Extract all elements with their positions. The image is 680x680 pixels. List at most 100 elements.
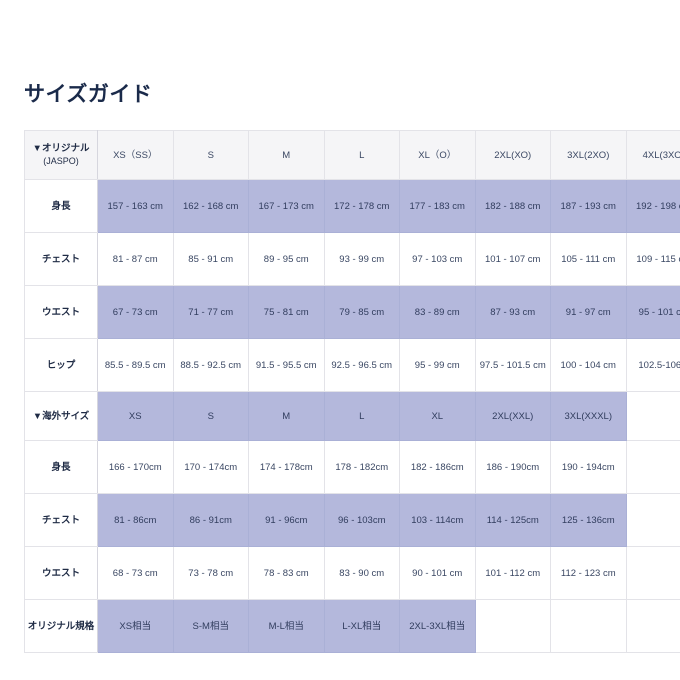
section-label-overseas: ▼海外サイズ: [24, 391, 98, 441]
cell-chest-3xl: 105 - 111 cm: [550, 232, 627, 286]
cell-overseas-height-3xl: 190 - 194cm: [550, 440, 627, 494]
table-row: 身長 166 - 170cm 170 - 174cm 174 - 178cm 1…: [24, 440, 680, 494]
table-row: チェスト 81 - 87 cm 85 - 91 cm 89 - 95 cm 93…: [24, 232, 680, 286]
header-label-original: ▼オリジナル (JASPO): [24, 130, 98, 180]
overseas-header-xl: XL: [399, 391, 476, 441]
table-row: ウエスト 68 - 73 cm 73 - 78 cm 78 - 83 cm 83…: [24, 546, 680, 600]
cell-height-2xl: 182 - 188 cm: [474, 179, 551, 233]
cell-overseas-chest-3xl: 125 - 136cm: [550, 493, 627, 547]
cell-overseas-waist-l: 83 - 90 cm: [323, 546, 400, 600]
cell-hip-4xl: 102.5-106.5: [625, 338, 680, 392]
cell-waist-xs: 67 - 73 cm: [97, 285, 174, 339]
row-label-original-standard: オリジナル規格: [24, 599, 98, 653]
cell-chest-2xl: 101 - 107 cm: [474, 232, 551, 286]
cell-overseas-chest-xl: 103 - 114cm: [399, 493, 476, 547]
column-header-4xl: 4XL(3XO): [625, 130, 680, 180]
cell-height-xl: 177 - 183 cm: [399, 179, 476, 233]
cell-chest-4xl: 109 - 115 cm: [625, 232, 680, 286]
cell-overseas-waist-3xl: 112 - 123 cm: [550, 546, 627, 600]
row-label-waist-overseas: ウエスト: [24, 546, 98, 600]
overseas-header-s: S: [172, 391, 249, 441]
cell-overseas-chest-xs: 81 - 86cm: [97, 493, 174, 547]
cell-equiv-l: L-XL相当: [323, 599, 400, 653]
cell-overseas-waist-blank: [625, 546, 680, 600]
cell-waist-3xl: 91 - 97 cm: [550, 285, 627, 339]
cell-overseas-waist-xl: 90 - 101 cm: [399, 546, 476, 600]
cell-overseas-waist-m: 78 - 83 cm: [248, 546, 325, 600]
cell-chest-m: 89 - 95 cm: [248, 232, 325, 286]
cell-overseas-height-2xl: 186 - 190cm: [474, 440, 551, 494]
cell-equiv-xs: XS相当: [97, 599, 174, 653]
column-header-l: L: [323, 130, 400, 180]
table-row: 身長 157 - 163 cm 162 - 168 cm 167 - 173 c…: [24, 179, 680, 233]
cell-overseas-height-m: 174 - 178cm: [248, 440, 325, 494]
cell-hip-2xl: 97.5 - 101.5 cm: [474, 338, 551, 392]
cell-equiv-m: M-L相当: [248, 599, 325, 653]
cell-overseas-waist-xs: 68 - 73 cm: [97, 546, 174, 600]
cell-chest-xs: 81 - 87 cm: [97, 232, 174, 286]
cell-chest-s: 85 - 91 cm: [172, 232, 249, 286]
cell-height-s: 162 - 168 cm: [172, 179, 249, 233]
cell-equiv-blank-1: [474, 599, 551, 653]
cell-waist-4xl: 95 - 101 cm: [625, 285, 680, 339]
cell-overseas-chest-blank: [625, 493, 680, 547]
cell-chest-xl: 97 - 103 cm: [399, 232, 476, 286]
overseas-header-xs: XS: [97, 391, 174, 441]
cell-overseas-height-xs: 166 - 170cm: [97, 440, 174, 494]
cell-equiv-s: S-M相当: [172, 599, 249, 653]
cell-hip-m: 91.5 - 95.5 cm: [248, 338, 325, 392]
cell-hip-3xl: 100 - 104 cm: [550, 338, 627, 392]
cell-height-l: 172 - 178 cm: [323, 179, 400, 233]
section-header-overseas: ▼海外サイズ XS S M L XL 2XL(XXL) 3XL(XXXL): [24, 391, 680, 441]
table-row: オリジナル規格 XS相当 S-M相当 M-L相当 L-XL相当 2XL-3XL相…: [24, 599, 680, 653]
overseas-header-m: M: [248, 391, 325, 441]
cell-hip-s: 88.5 - 92.5 cm: [172, 338, 249, 392]
row-label-chest-overseas: チェスト: [24, 493, 98, 547]
cell-waist-m: 75 - 81 cm: [248, 285, 325, 339]
overseas-header-blank: [625, 391, 680, 441]
table-row: ヒップ 85.5 - 89.5 cm 88.5 - 92.5 cm 91.5 -…: [24, 338, 680, 392]
table-row: ウエスト 67 - 73 cm 71 - 77 cm 75 - 81 cm 79…: [24, 285, 680, 339]
cell-equiv-blank-2: [550, 599, 627, 653]
cell-height-4xl: 192 - 198 cm: [625, 179, 680, 233]
cell-overseas-waist-s: 73 - 78 cm: [172, 546, 249, 600]
cell-overseas-height-xl: 182 - 186cm: [399, 440, 476, 494]
header-label-original-sub: (JASPO): [43, 156, 79, 166]
cell-overseas-height-s: 170 - 174cm: [172, 440, 249, 494]
cell-overseas-chest-s: 86 - 91cm: [172, 493, 249, 547]
cell-overseas-chest-2xl: 114 - 125cm: [474, 493, 551, 547]
size-guide-table-body: ▼オリジナル (JASPO) XS（SS） S M L XL（O） 2XL(XO…: [24, 130, 680, 653]
cell-waist-2xl: 87 - 93 cm: [474, 285, 551, 339]
header-label-original-main: ▼オリジナル: [32, 143, 90, 154]
cell-height-xs: 157 - 163 cm: [97, 179, 174, 233]
cell-overseas-height-blank: [625, 440, 680, 494]
overseas-header-l: L: [323, 391, 400, 441]
row-label-hip-jaspo: ヒップ: [24, 338, 98, 392]
column-header-xs: XS（SS）: [97, 130, 174, 180]
cell-hip-xs: 85.5 - 89.5 cm: [97, 338, 174, 392]
overseas-header-2xl: 2XL(XXL): [474, 391, 551, 441]
cell-equiv-xl: 2XL-3XL相当: [399, 599, 476, 653]
cell-overseas-height-l: 178 - 182cm: [323, 440, 400, 494]
cell-overseas-chest-m: 91 - 96cm: [248, 493, 325, 547]
column-header-s: S: [172, 130, 249, 180]
table-row: チェスト 81 - 86cm 86 - 91cm 91 - 96cm 96 - …: [24, 493, 680, 547]
cell-hip-l: 92.5 - 96.5 cm: [323, 338, 400, 392]
column-header-2xl: 2XL(XO): [474, 130, 551, 180]
cell-height-3xl: 187 - 193 cm: [550, 179, 627, 233]
cell-waist-s: 71 - 77 cm: [172, 285, 249, 339]
cell-chest-l: 93 - 99 cm: [323, 232, 400, 286]
row-label-height-overseas: 身長: [24, 440, 98, 494]
cell-equiv-blank-3: [625, 599, 680, 653]
cell-height-m: 167 - 173 cm: [248, 179, 325, 233]
column-header-xl: XL（O）: [399, 130, 476, 180]
column-header-m: M: [248, 130, 325, 180]
table-header-row: ▼オリジナル (JASPO) XS（SS） S M L XL（O） 2XL(XO…: [24, 130, 680, 180]
cell-waist-xl: 83 - 89 cm: [399, 285, 476, 339]
size-guide-table: ▼オリジナル (JASPO) XS（SS） S M L XL（O） 2XL(XO…: [24, 130, 680, 653]
row-label-height-jaspo: 身長: [24, 179, 98, 233]
row-label-waist-jaspo: ウエスト: [24, 285, 98, 339]
column-header-3xl: 3XL(2XO): [550, 130, 627, 180]
cell-hip-xl: 95 - 99 cm: [399, 338, 476, 392]
